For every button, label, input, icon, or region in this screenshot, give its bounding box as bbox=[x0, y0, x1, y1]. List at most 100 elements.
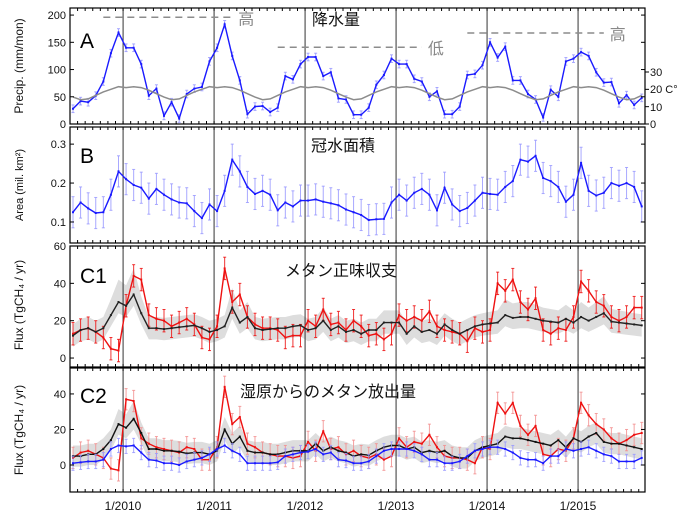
data-point-area bbox=[337, 204, 340, 207]
panel-letter-b: B bbox=[80, 145, 94, 168]
data-point-area bbox=[72, 211, 74, 214]
data-point-red bbox=[595, 423, 598, 426]
y-tick-label-c1: 60 bbox=[54, 241, 66, 253]
data-point-red bbox=[238, 416, 241, 419]
data-point-red bbox=[329, 323, 332, 326]
data-point-blue bbox=[261, 462, 264, 465]
data-point-red bbox=[216, 325, 219, 328]
data-point-precip bbox=[496, 56, 499, 59]
data-point-blue bbox=[413, 449, 416, 452]
data-point-red bbox=[435, 325, 438, 328]
data-point-blue bbox=[185, 460, 188, 463]
data-point-area bbox=[420, 187, 423, 190]
plot-frame-b bbox=[69, 126, 646, 244]
data-point-red bbox=[223, 267, 226, 270]
data-point-area bbox=[102, 211, 105, 214]
y-tick-label-a: 100 bbox=[48, 65, 66, 77]
data-point-black bbox=[109, 314, 112, 317]
data-point-black bbox=[633, 446, 636, 449]
series-line-b-area bbox=[72, 154, 643, 221]
data-point-black bbox=[489, 322, 492, 325]
data-point-precip bbox=[617, 102, 620, 105]
data-point-red bbox=[375, 332, 378, 335]
data-point-red bbox=[504, 412, 507, 415]
data-point-blue bbox=[405, 448, 408, 451]
data-point-black bbox=[534, 440, 537, 443]
data-point-precip bbox=[458, 105, 461, 108]
data-point-black bbox=[269, 328, 272, 331]
data-point-precip bbox=[557, 95, 560, 98]
data-point-area bbox=[519, 158, 522, 161]
data-point-precip bbox=[261, 105, 264, 108]
data-point-red bbox=[208, 338, 211, 341]
data-point-red bbox=[511, 278, 514, 281]
data-point-precip bbox=[329, 71, 332, 74]
data-point-area bbox=[602, 191, 605, 194]
y-tick-label-c1: 40 bbox=[54, 278, 66, 290]
data-point-red bbox=[344, 329, 347, 332]
data-point-black bbox=[344, 330, 347, 333]
data-point-red bbox=[322, 430, 325, 433]
data-point-blue bbox=[344, 459, 347, 462]
data-point-area bbox=[390, 201, 393, 204]
data-point-area bbox=[329, 202, 332, 205]
data-point-red bbox=[125, 398, 128, 401]
data-point-red bbox=[72, 332, 74, 335]
data-point-area bbox=[534, 154, 537, 157]
data-point-area bbox=[208, 203, 211, 206]
data-point-black bbox=[132, 417, 135, 420]
data-point-blue bbox=[587, 446, 590, 449]
data-point-black bbox=[428, 329, 431, 332]
annotation-label: 高 bbox=[610, 25, 626, 44]
data-point-black bbox=[216, 329, 219, 332]
data-point-red bbox=[307, 440, 310, 443]
data-point-black bbox=[238, 321, 241, 324]
data-point-area bbox=[549, 180, 552, 183]
data-point-blue bbox=[511, 451, 514, 454]
data-point-red bbox=[155, 446, 158, 449]
data-point-area bbox=[435, 209, 438, 212]
data-point-blue bbox=[329, 451, 332, 454]
data-point-area bbox=[322, 200, 325, 203]
series-line-c2-red bbox=[72, 386, 642, 472]
data-point-red bbox=[360, 325, 363, 328]
data-point-area bbox=[617, 184, 620, 187]
data-point-red bbox=[185, 317, 188, 320]
data-point-red bbox=[489, 329, 492, 332]
data-point-precip bbox=[511, 79, 514, 82]
data-point-red bbox=[223, 385, 226, 388]
data-point-area bbox=[496, 193, 499, 196]
data-point-red bbox=[549, 332, 552, 335]
right-y-tick-label-a: 30 bbox=[650, 67, 662, 79]
data-point-black bbox=[595, 432, 598, 435]
data-point-blue bbox=[140, 451, 143, 454]
data-point-area bbox=[481, 191, 484, 194]
data-point-precip bbox=[132, 46, 135, 49]
data-point-precip bbox=[185, 93, 188, 96]
data-point-area bbox=[132, 184, 135, 186]
data-point-area bbox=[375, 218, 378, 221]
data-point-precip bbox=[367, 106, 370, 109]
data-point-blue bbox=[307, 450, 310, 453]
data-point-red bbox=[117, 349, 120, 352]
data-point-precip bbox=[162, 114, 165, 117]
data-point-blue bbox=[602, 453, 605, 456]
data-point-black bbox=[496, 321, 499, 324]
data-point-red bbox=[504, 289, 507, 292]
data-point-red bbox=[185, 446, 188, 449]
data-point-red bbox=[147, 442, 150, 445]
data-point-area bbox=[185, 202, 188, 205]
data-point-red bbox=[162, 319, 165, 322]
data-point-precip bbox=[595, 71, 598, 74]
data-point-precip bbox=[443, 113, 446, 116]
data-point-black bbox=[587, 319, 590, 322]
data-point-precip bbox=[413, 77, 416, 80]
data-point-red bbox=[428, 433, 431, 436]
data-point-area bbox=[352, 211, 355, 214]
data-point-black bbox=[147, 448, 150, 451]
data-point-blue bbox=[526, 458, 529, 461]
data-point-black bbox=[360, 332, 363, 335]
data-point-red bbox=[382, 338, 385, 341]
data-point-area bbox=[542, 176, 545, 179]
data-point-red bbox=[337, 446, 340, 449]
